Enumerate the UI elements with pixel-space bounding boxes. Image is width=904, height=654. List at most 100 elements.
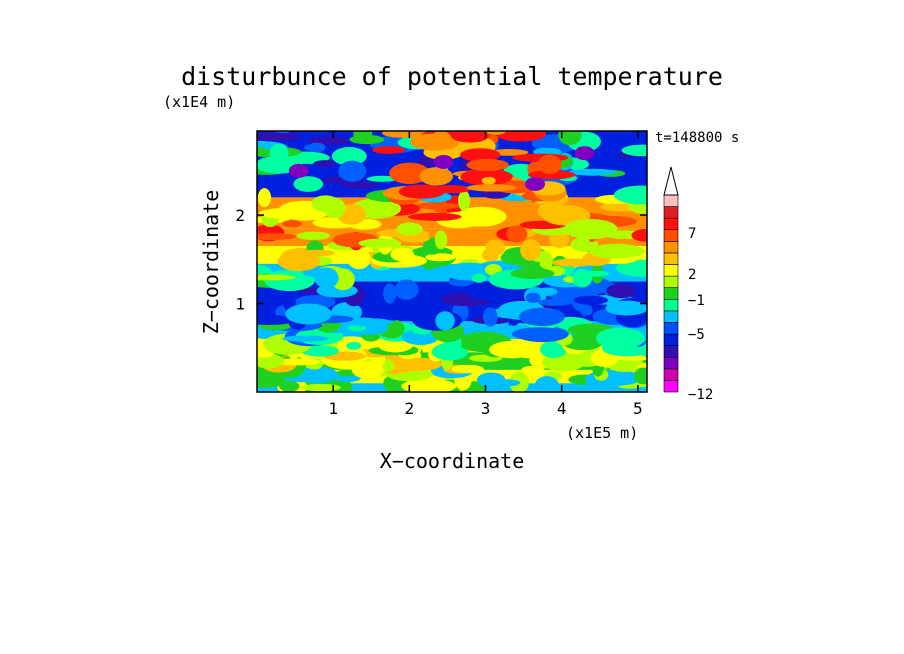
field-blob — [495, 131, 547, 142]
field-blob — [389, 162, 430, 185]
field-blob — [419, 167, 454, 186]
field-blob — [485, 239, 506, 256]
field-blob — [301, 345, 339, 357]
y-unit-label: (x1E4 m) — [163, 93, 235, 111]
field-blob — [366, 175, 398, 182]
field-blob — [471, 273, 487, 283]
field-blob — [277, 251, 321, 272]
x-tick-label: 2 — [405, 399, 415, 418]
y-tick-label: 2 — [235, 206, 245, 225]
field-blob — [282, 335, 329, 342]
field-blob — [538, 298, 573, 306]
field-blob — [301, 383, 341, 392]
field-blob — [349, 134, 385, 145]
colorbar-swatch — [663, 298, 679, 312]
field-blob — [351, 361, 384, 379]
field-blob — [460, 148, 501, 162]
field-blob — [323, 197, 346, 219]
field-blob — [525, 292, 541, 303]
field-blob — [577, 236, 590, 248]
field-blob — [563, 218, 618, 240]
field-blob — [340, 181, 380, 188]
colorbar-swatch — [663, 252, 679, 265]
field-blob — [288, 163, 309, 178]
field-blob — [432, 131, 451, 144]
field-blob — [633, 367, 647, 385]
field-blob — [606, 283, 637, 299]
x-axis-label: X−coordinate — [380, 449, 525, 473]
field-blob — [520, 239, 542, 261]
colorbar-swatch — [663, 345, 679, 358]
field-blob — [338, 160, 367, 182]
field-blob — [257, 274, 296, 281]
field-blob — [390, 247, 415, 262]
colorbar-swatch — [663, 356, 679, 370]
field-blob — [269, 143, 289, 163]
field-blob — [346, 341, 362, 350]
field-blob — [482, 307, 498, 327]
field-blob — [450, 131, 490, 143]
field-blob — [460, 168, 513, 186]
field-blob — [558, 131, 582, 146]
field-blob — [605, 300, 647, 316]
field-blob — [408, 212, 462, 221]
x-tick-label: 4 — [557, 399, 567, 418]
field-blob — [313, 160, 337, 167]
field-blob — [334, 373, 361, 383]
colorbar-swatch — [663, 241, 679, 254]
colorbar-swatch — [663, 287, 679, 300]
colorbar-label: −1 — [688, 293, 705, 309]
field-blob — [257, 233, 297, 240]
field-blob — [611, 364, 639, 372]
field-blob — [572, 268, 593, 288]
colorbar-swatch — [663, 380, 679, 393]
chart-title: disturbunce of potential temperature — [181, 62, 723, 91]
field-blob — [396, 222, 423, 236]
field-blob — [466, 158, 509, 172]
field-blob — [258, 207, 315, 219]
x-unit-label: (x1E5 m) — [566, 424, 638, 442]
field-blob — [381, 131, 427, 138]
colorbar-swatch — [663, 333, 679, 346]
field-blob — [285, 303, 332, 325]
field-blob — [282, 220, 302, 228]
colorbar-label: 2 — [688, 267, 696, 283]
field-blob — [451, 364, 484, 374]
field-blob — [296, 231, 331, 240]
field-blob — [527, 170, 576, 180]
x-tick-label: 1 — [328, 399, 338, 418]
field-blob — [331, 147, 367, 166]
field-blob — [279, 380, 300, 392]
field-blob — [534, 376, 559, 392]
field-blob — [512, 327, 568, 341]
heatmap-field — [257, 131, 647, 392]
field-blob — [568, 168, 617, 176]
field-blob — [452, 247, 470, 260]
field-blob — [347, 324, 367, 332]
field-blob — [621, 144, 647, 157]
field-blob — [489, 340, 536, 359]
field-blob — [380, 306, 407, 321]
colorbar-label: −5 — [688, 327, 705, 343]
colorbar-swatch — [663, 310, 679, 323]
field-blob — [303, 144, 325, 152]
field-blob — [336, 369, 357, 377]
field-blob — [434, 230, 448, 250]
field-blob — [302, 268, 327, 278]
x-axis: 1 2 3 4 5 — [328, 131, 643, 418]
field-blob — [432, 185, 471, 194]
field-blob — [383, 283, 397, 304]
field-blob — [257, 132, 302, 142]
plot-frame — [256, 130, 648, 393]
x-tick-label: 5 — [633, 399, 643, 418]
field-blob — [525, 177, 546, 192]
field-blob — [510, 268, 555, 279]
field-blob — [579, 304, 593, 316]
field-blob — [448, 278, 474, 287]
field-blob — [435, 311, 455, 331]
colorbar-label: −12 — [688, 387, 713, 403]
field-blob — [613, 185, 647, 205]
field-blob — [394, 279, 419, 300]
field-blob — [466, 184, 517, 192]
